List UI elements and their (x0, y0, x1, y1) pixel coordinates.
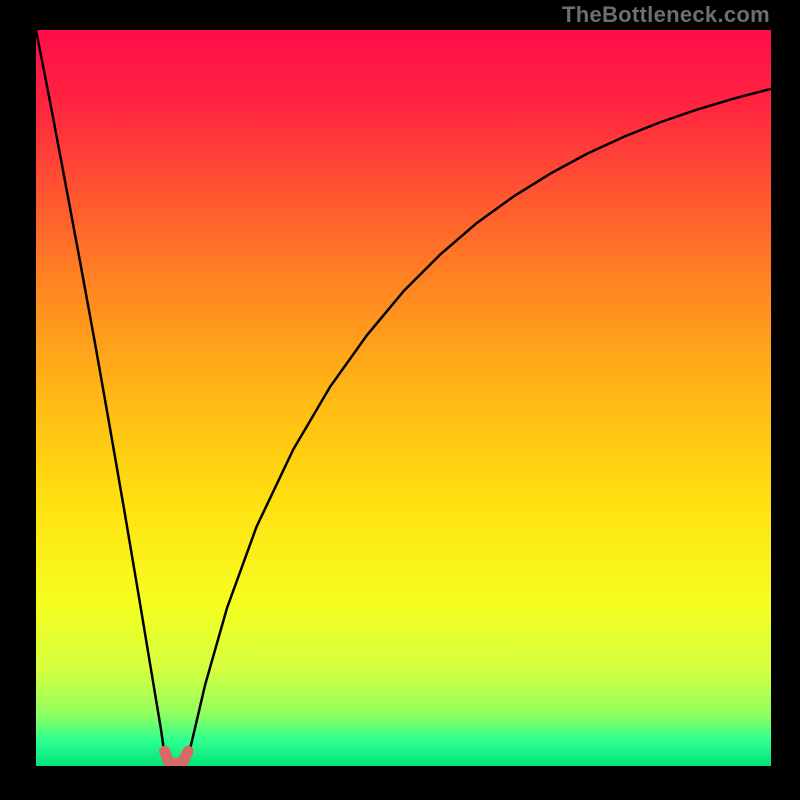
watermark-text: TheBottleneck.com (562, 2, 770, 28)
bottom-marker (165, 751, 189, 764)
chart-root: TheBottleneck.com (0, 0, 800, 800)
bottleneck-curve (36, 30, 771, 766)
curve-path (36, 30, 771, 766)
